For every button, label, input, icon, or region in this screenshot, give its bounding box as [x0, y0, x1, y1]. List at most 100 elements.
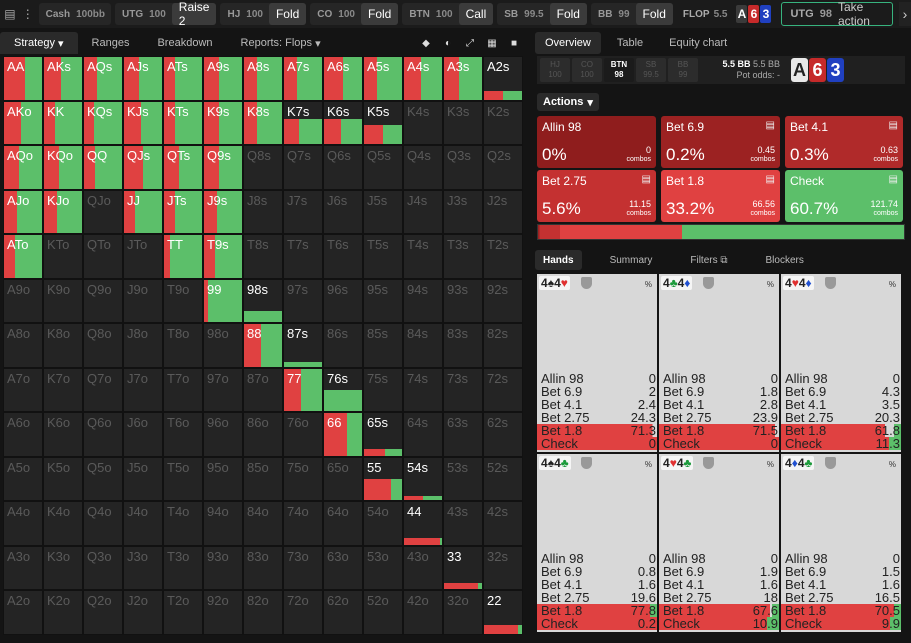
hand-cell[interactable]: ATo — [3, 234, 43, 279]
hand-cell[interactable]: 53s — [443, 456, 483, 501]
tab-table[interactable]: Table — [616, 37, 644, 49]
position-chip-bb[interactable]: BB 99 Fold — [590, 3, 673, 25]
hand-cell[interactable]: J8s — [243, 189, 283, 234]
hand-cell[interactable]: 42o — [403, 590, 443, 635]
hand-cell[interactable]: A8o — [3, 323, 43, 368]
hand-cell[interactable]: AJs — [123, 56, 163, 101]
hand-cell[interactable]: 64o — [323, 501, 363, 546]
hand-cell[interactable]: 99 — [203, 278, 243, 323]
hand-cell[interactable]: 43o — [403, 545, 443, 590]
hand-cell[interactable]: T9s — [203, 234, 243, 279]
hand-cell[interactable]: A6s — [323, 56, 363, 101]
hand-cell[interactable]: T4s — [403, 234, 443, 279]
hand-cell[interactable]: Q8o — [83, 323, 123, 368]
hand-cell[interactable]: Q4s — [403, 145, 443, 190]
hand-cell[interactable]: T2s — [483, 234, 523, 279]
hand-cell[interactable]: 64s — [403, 412, 443, 457]
hand-cell[interactable]: 85s — [363, 323, 403, 368]
hand-cell[interactable]: J7o — [123, 367, 163, 412]
hand-cell[interactable]: 66 — [323, 412, 363, 457]
hand-cell[interactable]: 75o — [283, 456, 323, 501]
hand-cell[interactable]: Q6o — [83, 412, 123, 457]
hand-cell[interactable]: K7s — [283, 100, 323, 145]
hand-cell[interactable]: Q5s — [363, 145, 403, 190]
hand-cell[interactable]: TT — [163, 234, 203, 279]
hand-cell[interactable]: 92o — [203, 590, 243, 635]
hand-cell[interactable]: Q2s — [483, 145, 523, 190]
hand-cell[interactable]: 94o — [203, 501, 243, 546]
hand-cell[interactable]: KTo — [43, 234, 83, 279]
hand-combo-card[interactable]: 4 ♣ 4 ♦% Allin 98 0 Bet 6.9 1.8 Bet 4.1 2.8 Bet 2.… — [659, 274, 779, 452]
hand-cell[interactable]: T4o — [163, 501, 203, 546]
hand-cell[interactable]: J2s — [483, 189, 523, 234]
grid-icon[interactable]: ▦ — [487, 37, 497, 49]
hand-cell[interactable]: QJs — [123, 145, 163, 190]
hand-cell[interactable]: 73o — [283, 545, 323, 590]
hand-cell[interactable]: 62s — [483, 412, 523, 457]
hand-cell[interactable]: 43s — [443, 501, 483, 546]
hand-cell[interactable]: T3o — [163, 545, 203, 590]
tab-equity-chart[interactable]: Equity chart — [669, 37, 728, 49]
hand-cell[interactable]: QTs — [163, 145, 203, 190]
hand-cell[interactable]: 96s — [323, 278, 363, 323]
hand-cell[interactable]: 74s — [403, 367, 443, 412]
hand-cell[interactable]: AKo — [3, 100, 43, 145]
hand-cell[interactable]: T8s — [243, 234, 283, 279]
hand-cell[interactable]: Q7s — [283, 145, 323, 190]
hand-cell[interactable]: KQo — [43, 145, 83, 190]
hand-cell[interactable]: A4o — [3, 501, 43, 546]
hand-cell[interactable]: Q4o — [83, 501, 123, 546]
hand-cell[interactable]: 42s — [483, 501, 523, 546]
tab-hands[interactable]: Hands — [535, 250, 582, 270]
position-chip-sb[interactable]: SB 99.5 Fold — [497, 3, 587, 25]
hand-cell[interactable]: A8s — [243, 56, 283, 101]
hand-cell[interactable]: T6s — [323, 234, 363, 279]
hand-cell[interactable]: 96o — [203, 412, 243, 457]
hand-cell[interactable]: 95o — [203, 456, 243, 501]
hand-cell[interactable]: J3s — [443, 189, 483, 234]
hand-cell[interactable]: K5o — [43, 456, 83, 501]
hand-cell[interactable]: Q2o — [83, 590, 123, 635]
hand-cell[interactable]: JJ — [123, 189, 163, 234]
position-chip-btn[interactable]: BTN 100 Call — [402, 3, 494, 25]
flop-chip[interactable]: FLOP 5.5 — [677, 9, 732, 20]
hand-cell[interactable]: 88 — [243, 323, 283, 368]
hand-cell[interactable]: J8o — [123, 323, 163, 368]
hand-cell[interactable]: 73s — [443, 367, 483, 412]
hand-cell[interactable]: 54s — [403, 456, 443, 501]
hand-cell[interactable]: T6o — [163, 412, 203, 457]
hand-cell[interactable]: 85o — [243, 456, 283, 501]
hand-cell[interactable]: ATs — [163, 56, 203, 101]
hand-cell[interactable]: J7s — [283, 189, 323, 234]
hand-cell[interactable]: 94s — [403, 278, 443, 323]
position-chip-co[interactable]: CO 100 Fold — [310, 3, 399, 25]
hand-cell[interactable]: 86o — [243, 412, 283, 457]
hand-cell[interactable]: K8o — [43, 323, 83, 368]
action-box[interactable]: Allin 98 0% 0 combos — [537, 116, 656, 168]
hand-cell[interactable]: 52o — [363, 590, 403, 635]
hand-cell[interactable]: 83o — [243, 545, 283, 590]
position-chip-utg[interactable]: UTG 100 Raise 2 — [114, 0, 217, 28]
hand-cell[interactable]: 32s — [483, 545, 523, 590]
expand-icon[interactable]: ⤢ — [466, 37, 474, 49]
hand-cell[interactable]: K9s — [203, 100, 243, 145]
hand-cell[interactable]: J5s — [363, 189, 403, 234]
hand-cell[interactable]: K6s — [323, 100, 363, 145]
hand-cell[interactable]: 72s — [483, 367, 523, 412]
hand-cell[interactable]: J6o — [123, 412, 163, 457]
hand-cell[interactable]: 75s — [363, 367, 403, 412]
hand-cell[interactable]: A9s — [203, 56, 243, 101]
position-slot-btn[interactable]: BTN 98 — [604, 58, 634, 82]
hand-cell[interactable]: 52s — [483, 456, 523, 501]
hand-cell[interactable]: K8s — [243, 100, 283, 145]
tab-filters[interactable]: Filters ⧉ — [680, 250, 737, 270]
hand-cell[interactable]: 86s — [323, 323, 363, 368]
tab-reports[interactable]: Reports: Flops ▾ — [240, 37, 321, 50]
hand-cell[interactable]: K2s — [483, 100, 523, 145]
hand-cell[interactable]: T2o — [163, 590, 203, 635]
hand-cell[interactable]: 74o — [283, 501, 323, 546]
hand-cell[interactable]: T9o — [163, 278, 203, 323]
hand-cell[interactable]: 44 — [403, 501, 443, 546]
hand-cell[interactable]: 62o — [323, 590, 363, 635]
hand-cell[interactable]: Q9o — [83, 278, 123, 323]
